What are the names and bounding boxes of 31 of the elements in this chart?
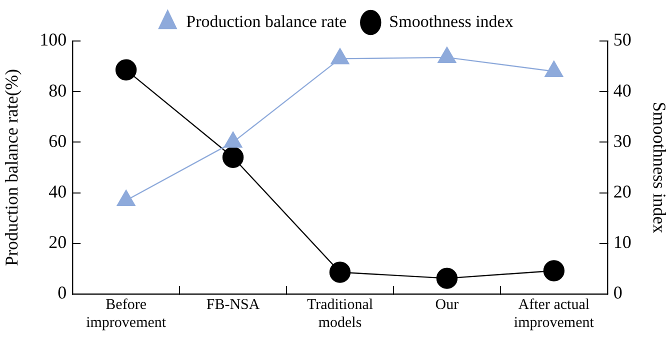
y-tick-label: 80 (48, 80, 67, 100)
y2-axis-title: Smoothness index (649, 102, 670, 234)
point (330, 48, 350, 64)
x-tick-label: Before improvement (86, 296, 167, 331)
point (116, 190, 136, 206)
x-tick-label: After actual improvement (514, 296, 595, 331)
x-tick-label: Our (435, 296, 459, 313)
y2-tick-label: 50 (613, 30, 632, 50)
point (224, 132, 242, 148)
legend-label: Smoothness index (389, 12, 514, 31)
y2-tick-label: 30 (613, 130, 632, 151)
point (543, 260, 565, 282)
y-axis-title: Production balance rate(%) (2, 69, 22, 266)
y2-tick-label: 0 (613, 282, 622, 303)
x-tick-label: Traditional models (306, 296, 374, 331)
point (544, 60, 564, 77)
y-tick-label: 100 (40, 30, 67, 50)
point (436, 268, 458, 289)
y-tick-label: 60 (48, 130, 67, 151)
y2-tick-label: 20 (613, 182, 632, 202)
y-tick-label: 40 (48, 182, 67, 202)
y2-tick-label: 10 (613, 232, 632, 252)
point (438, 46, 456, 64)
point (329, 262, 351, 283)
y-tick-label: 0 (58, 282, 67, 303)
legend-label: Production balance rate (186, 12, 347, 31)
x-tick-label: FB-NSA (206, 296, 260, 313)
point (222, 146, 244, 168)
y2-tick-label: 40 (613, 80, 632, 100)
y-tick-label: 20 (48, 232, 67, 252)
point (115, 59, 137, 80)
